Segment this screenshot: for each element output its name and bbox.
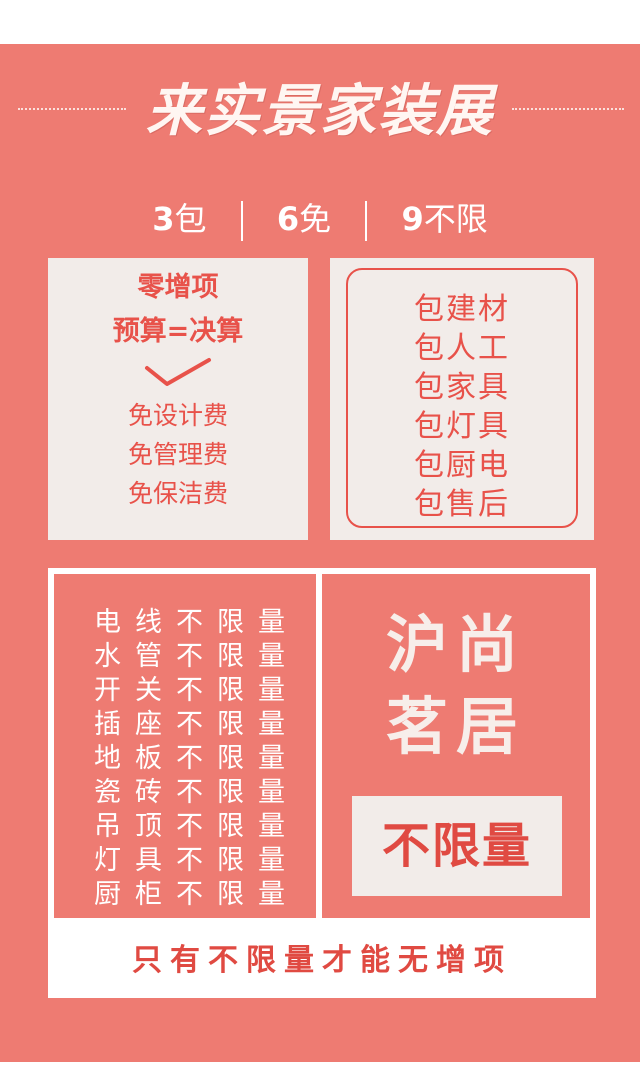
brand-panel: 沪尚 茗居 不限量: [322, 574, 590, 918]
title-row: 来实景家装展: [0, 44, 640, 174]
dotted-divider-right: [512, 108, 624, 110]
unlimited-row: 电线不限量: [94, 607, 299, 638]
unlimited-badge: 不限量: [352, 796, 562, 896]
zero-extra-card: 零增项 预算=决算 免设计费 免管理费 免保洁费: [48, 258, 308, 540]
package-card: 包建材 包人工 包家具 包灯具 包厨电 包售后: [330, 258, 594, 540]
package-item: 包家具: [414, 370, 510, 405]
unlimited-list-panel: 电线不限量 水管不限量 开关不限量 插座不限量 地板不限量 瓷砖不限量 吊顶不限…: [54, 574, 316, 918]
unlimited-row: 灯具不限量: [94, 845, 299, 876]
unlimited-row: 厨柜不限量: [94, 879, 299, 910]
page-title: 来实景家装展: [146, 78, 494, 144]
unlimited-row: 吊顶不限量: [94, 811, 299, 842]
package-item: 包建材: [414, 292, 510, 327]
promo-text-1: 包: [174, 200, 207, 238]
check-icon: [145, 358, 211, 386]
unlimited-row: 开关不限量: [94, 675, 299, 706]
dotted-divider-left: [18, 108, 126, 110]
package-item: 包厨电: [414, 448, 510, 483]
brand-name: 沪尚 茗居: [322, 604, 590, 768]
package-item: 包售后: [414, 487, 510, 522]
promo-num-3: 9: [401, 200, 424, 238]
promo-num-1: 3: [152, 200, 175, 238]
brand-line-1: 沪尚: [385, 608, 526, 681]
promo-separator: [365, 201, 368, 241]
poster: 来实景家装展 3包 6免 9不限 零增项 预算=决算 免设计费 免管理费 免保洁…: [0, 44, 640, 1062]
unlimited-row: 插座不限量: [94, 709, 299, 740]
package-item: 包灯具: [414, 409, 510, 444]
free-item: 免保洁费: [127, 479, 228, 508]
slogan: 只有不限量才能无增项: [132, 943, 512, 978]
promo-line: 3包 6免 9不限: [0, 196, 640, 242]
unlimited-row: 瓷砖不限量: [94, 777, 299, 808]
promo-num-2: 6: [276, 200, 300, 238]
unlimited-list: 电线不限量 水管不限量 开关不限量 插座不限量 地板不限量 瓷砖不限量 吊顶不限…: [94, 606, 299, 912]
unlimited-row: 水管不限量: [94, 641, 299, 672]
brand-line-2: 茗居: [385, 690, 526, 763]
card-heading-budget: 预算=决算: [112, 316, 244, 347]
unlimited-frame: 电线不限量 水管不限量 开关不限量 插座不限量 地板不限量 瓷砖不限量 吊顶不限…: [48, 568, 596, 998]
free-item: 免设计费: [127, 401, 228, 430]
package-list: 包建材 包人工 包家具 包灯具 包厨电 包售后: [346, 268, 578, 528]
card-heading-zero-extra: 零增项: [137, 272, 219, 303]
promo-text-3: 不限: [423, 200, 488, 238]
unlimited-row: 地板不限量: [94, 743, 299, 774]
promo-text-2: 免: [299, 200, 332, 238]
promo-separator: [240, 201, 243, 241]
package-item: 包人工: [414, 331, 510, 366]
free-item: 免管理费: [127, 440, 228, 469]
